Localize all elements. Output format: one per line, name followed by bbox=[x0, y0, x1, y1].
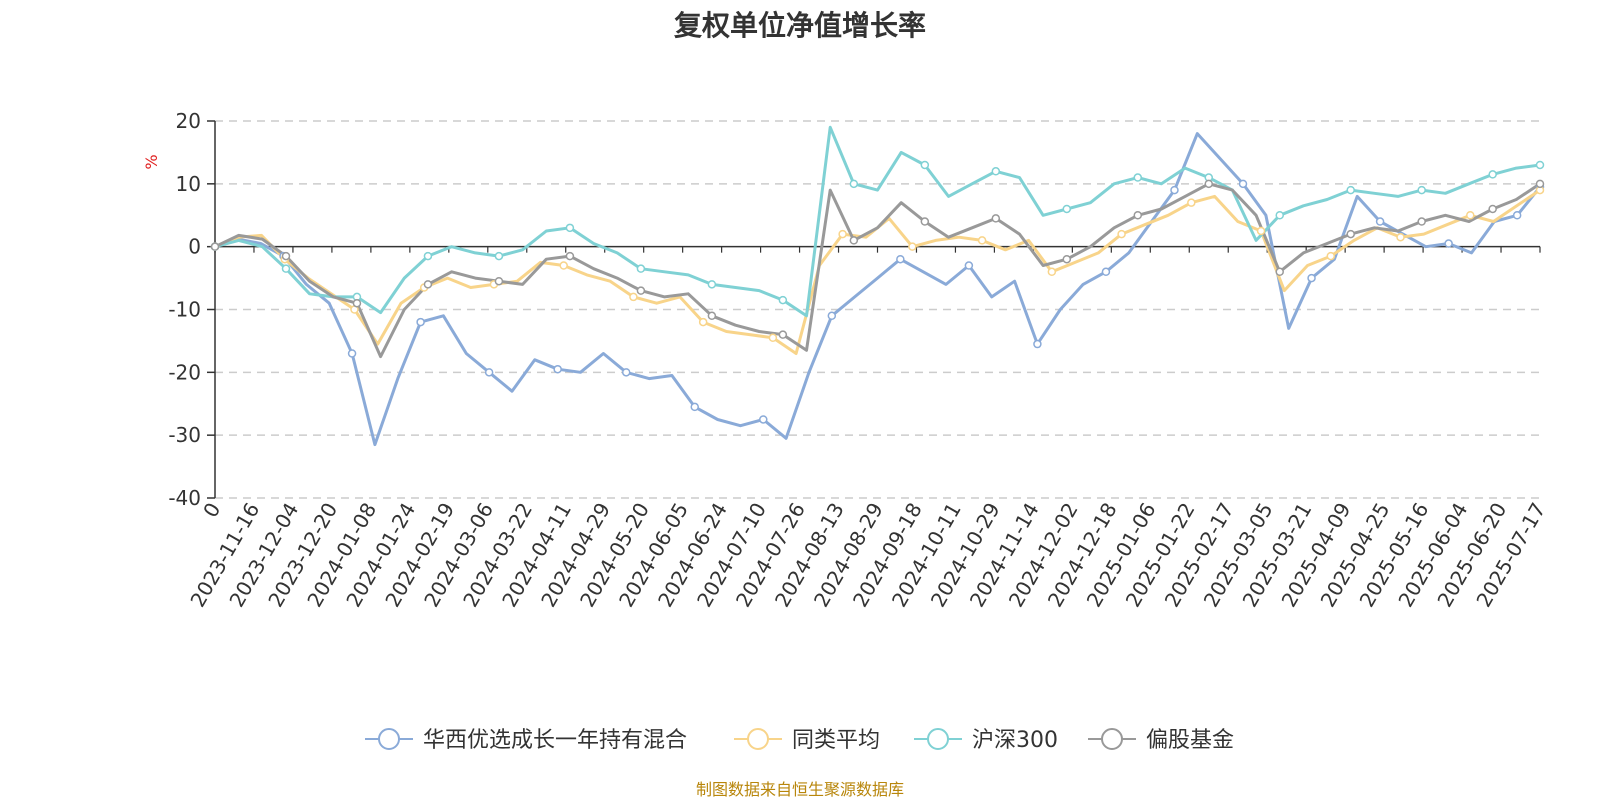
data-point bbox=[281, 251, 291, 261]
data-point bbox=[896, 254, 905, 264]
data-point bbox=[1535, 179, 1545, 189]
data-point bbox=[1396, 232, 1405, 242]
data-point bbox=[1346, 185, 1355, 195]
data-point bbox=[1326, 251, 1336, 261]
series-markers bbox=[210, 160, 1545, 424]
data-point bbox=[1047, 267, 1057, 277]
data-point bbox=[636, 264, 646, 273]
grid-lines bbox=[215, 120, 1540, 499]
data-point bbox=[1275, 267, 1284, 277]
data-point bbox=[920, 160, 930, 170]
data-point bbox=[838, 229, 847, 239]
data-point bbox=[1512, 211, 1522, 220]
data-point bbox=[352, 298, 362, 308]
data-point bbox=[827, 311, 837, 321]
series-line bbox=[214, 188, 1541, 355]
series-line bbox=[214, 182, 1541, 359]
chart-title: 复权单位净值增长率 bbox=[673, 9, 926, 42]
y-tick-label: 0 bbox=[188, 235, 201, 259]
y-tick-label: -20 bbox=[168, 360, 201, 384]
data-point bbox=[494, 251, 504, 261]
data-point bbox=[281, 264, 291, 273]
data-point bbox=[1101, 267, 1111, 277]
data-point bbox=[1307, 273, 1316, 283]
legend-marker bbox=[747, 728, 769, 750]
data-point bbox=[484, 368, 494, 377]
y-tick-label: -10 bbox=[168, 298, 201, 322]
data-point bbox=[494, 276, 504, 286]
data-point bbox=[849, 236, 859, 245]
data-point bbox=[565, 223, 575, 233]
data-point bbox=[1444, 239, 1453, 248]
data-point bbox=[698, 317, 708, 327]
y-tick-label: 10 bbox=[176, 172, 201, 196]
legend-label: 同类平均 bbox=[792, 728, 880, 753]
data-point bbox=[1256, 226, 1266, 236]
data-point bbox=[707, 280, 717, 289]
data-point bbox=[1033, 339, 1042, 349]
data-point bbox=[1466, 211, 1475, 220]
data-point bbox=[964, 261, 974, 270]
series-lines bbox=[214, 125, 1542, 447]
data-point bbox=[423, 280, 433, 289]
y-tick-label: -40 bbox=[168, 486, 201, 510]
data-point bbox=[1133, 211, 1143, 220]
legend-label: 华西优选成长一年持有混合 bbox=[423, 728, 687, 753]
y-axis-label: % bbox=[142, 154, 161, 169]
data-point bbox=[991, 214, 1001, 223]
legend-marker bbox=[1101, 728, 1123, 750]
data-point bbox=[1170, 185, 1179, 195]
data-point bbox=[991, 167, 1001, 176]
data-point bbox=[1488, 204, 1497, 214]
data-point bbox=[1417, 217, 1426, 226]
data-point bbox=[768, 333, 778, 343]
x-tick-label: 0 bbox=[198, 499, 225, 522]
data-point bbox=[1535, 160, 1545, 170]
data-source-note: 制图数据来自恒生聚源数据库 bbox=[695, 780, 904, 799]
data-point bbox=[977, 236, 987, 245]
y-tick-label: -30 bbox=[168, 423, 201, 447]
data-point bbox=[707, 311, 717, 321]
data-point bbox=[629, 292, 638, 302]
data-point bbox=[1187, 198, 1196, 207]
data-point bbox=[759, 415, 768, 424]
data-point bbox=[1375, 217, 1385, 226]
data-point bbox=[690, 402, 699, 412]
data-point bbox=[423, 251, 433, 261]
data-point bbox=[849, 179, 859, 189]
data-point bbox=[1133, 173, 1143, 182]
data-point bbox=[1204, 179, 1213, 189]
legend-label: 沪深300 bbox=[972, 728, 1058, 753]
data-point bbox=[347, 349, 357, 358]
data-point bbox=[920, 217, 930, 226]
data-point bbox=[559, 261, 568, 270]
data-point bbox=[553, 364, 562, 374]
data-point bbox=[416, 317, 425, 327]
data-point bbox=[1117, 229, 1126, 239]
data-point bbox=[1417, 185, 1426, 195]
data-point bbox=[908, 242, 917, 251]
data-point bbox=[1346, 229, 1355, 239]
data-point bbox=[1062, 254, 1072, 264]
series-line bbox=[214, 132, 1542, 447]
legend-label: 偏股基金 bbox=[1146, 728, 1234, 753]
legend-marker bbox=[927, 728, 949, 750]
data-point bbox=[778, 295, 788, 305]
data-point bbox=[1275, 211, 1284, 220]
data-point bbox=[778, 330, 788, 339]
legend-marker bbox=[378, 728, 400, 750]
data-point bbox=[621, 368, 631, 377]
data-point bbox=[1238, 179, 1248, 189]
y-tick-label: 20 bbox=[176, 109, 201, 133]
data-point bbox=[210, 242, 220, 251]
data-point bbox=[1488, 170, 1497, 179]
series-line bbox=[214, 125, 1541, 318]
data-point bbox=[565, 251, 575, 261]
data-point bbox=[1062, 204, 1072, 214]
legend: 华西优选成长一年持有混合 同类平均 沪深300 偏股基金 bbox=[365, 728, 1234, 753]
data-point bbox=[636, 286, 646, 295]
